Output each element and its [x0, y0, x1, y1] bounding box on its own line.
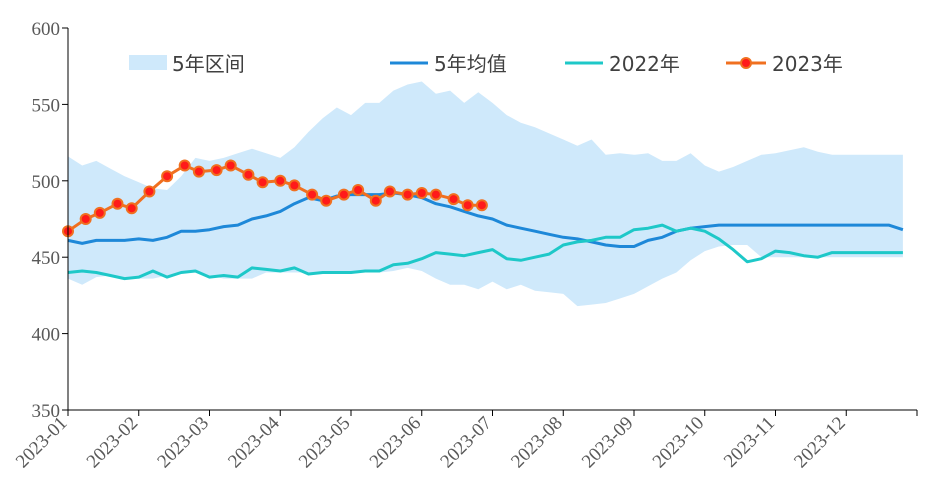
series-point-2-18 — [352, 184, 365, 196]
series-point-2-15 — [306, 188, 319, 201]
x-tick-label: 2023-06 — [366, 413, 426, 473]
series-line-1 — [67, 223, 903, 281]
y-tick-label: 550 — [32, 95, 61, 116]
series-point-2-3 — [111, 197, 124, 210]
series-point-2-21 — [401, 188, 414, 201]
legend-swatch-band — [129, 55, 167, 70]
series-point-2-12 — [256, 176, 269, 189]
legend-item-avg: 5年均值 — [390, 52, 507, 76]
x-tick-label: 2023-10 — [649, 413, 709, 473]
series-point-2-4 — [125, 202, 138, 215]
legend-marker-2023 — [740, 57, 752, 69]
legend-item-2023: 2023年 — [726, 52, 843, 76]
series-point-2-26 — [475, 199, 488, 212]
series-point-2-2 — [93, 206, 106, 219]
series-point-2-23 — [429, 188, 442, 201]
series-point-2-22 — [415, 187, 428, 199]
x-tick-label: 2023-12 — [790, 413, 850, 473]
x-tick-label: 2023-04 — [224, 412, 284, 472]
legend-label-2023: 2023年 — [772, 52, 843, 76]
series-point-2-20 — [383, 185, 396, 198]
series-point-2-10 — [224, 159, 237, 172]
y-tick-label: 350 — [32, 401, 61, 422]
series-point-2-19 — [369, 194, 382, 207]
legend-label-2022: 2022年 — [609, 52, 680, 76]
series-markers-layer — [62, 159, 488, 238]
y-tick-label: 600 — [32, 19, 61, 40]
series-point-2-14 — [288, 179, 301, 192]
x-tick-label: 2023-02 — [83, 413, 143, 473]
y-tick-label: 450 — [32, 248, 61, 269]
series-point-2-11 — [242, 168, 255, 181]
range-band-layer — [68, 81, 903, 307]
range-band — [68, 81, 903, 307]
legend-item-band: 5年区间 — [129, 52, 245, 76]
series-point-2-6 — [161, 170, 174, 183]
y-tick-label: 500 — [32, 172, 61, 193]
legend-item-2022: 2022年 — [565, 52, 680, 76]
x-tick-label: 2023-08 — [507, 413, 567, 473]
series-point-2-7 — [178, 159, 191, 172]
series-line-0 — [67, 191, 904, 248]
series-point-2-16 — [320, 194, 333, 207]
series-point-2-8 — [192, 165, 205, 178]
series-point-2-9 — [210, 164, 223, 177]
legend: 5年区间 5年均值 2022年 2023年 — [129, 52, 843, 76]
series-point-2-25 — [461, 199, 474, 212]
y-tick-label: 400 — [32, 325, 61, 346]
y-ticks: 350 400 450 500 550 600 — [32, 19, 68, 422]
x-tick-label: 2023-09 — [578, 413, 638, 473]
series-point-2-24 — [447, 193, 460, 206]
series-point-2-1 — [79, 213, 92, 225]
x-tick-label: 2023-05 — [295, 413, 355, 473]
legend-label-band: 5年区间 — [172, 52, 245, 76]
series-point-2-13 — [274, 174, 287, 187]
x-tick-label: 2023-07 — [436, 413, 496, 473]
series-point-2-5 — [143, 185, 156, 198]
x-tick-label: 2023-11 — [720, 413, 779, 472]
x-ticks: 2023-01 2023-02 2023-03 2023-04 2023-05 2023-… — [12, 410, 918, 473]
x-tick-label: 2023-03 — [153, 413, 213, 473]
legend-label-avg: 5年均值 — [434, 52, 507, 76]
series-point-2-17 — [337, 188, 350, 201]
